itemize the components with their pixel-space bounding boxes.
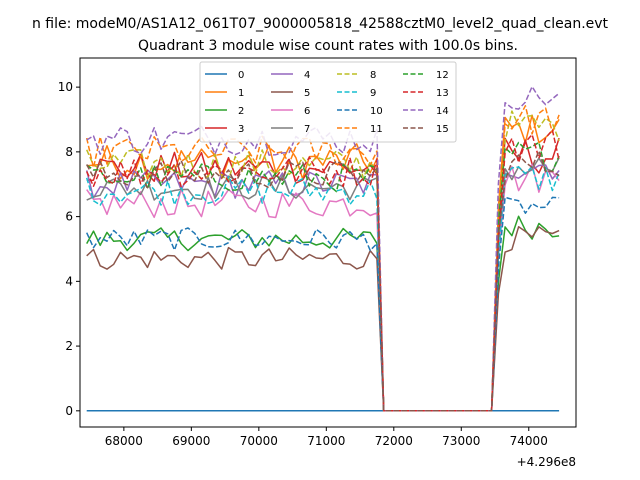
y-tick-label: 2 xyxy=(65,339,73,353)
x-tick-label: 68000 xyxy=(105,434,143,448)
legend-label-10: 10 xyxy=(370,106,383,117)
plot-frame xyxy=(79,57,577,428)
series-layer xyxy=(85,85,560,412)
legend-label-4: 4 xyxy=(304,70,310,81)
legend-label-6: 6 xyxy=(304,106,310,117)
legend-label-13: 13 xyxy=(436,88,449,99)
legend-label-1: 1 xyxy=(238,88,244,99)
y-tick-label: 4 xyxy=(65,274,73,288)
y-tick-label: 0 xyxy=(65,404,73,418)
legend-label-12: 12 xyxy=(436,70,449,81)
series-line-8 xyxy=(86,110,560,412)
y-tick-label: 10 xyxy=(58,80,73,94)
legend-label-2: 2 xyxy=(238,106,244,117)
legend-frame xyxy=(199,61,457,143)
legend-label-9: 9 xyxy=(370,88,376,99)
series-line-9 xyxy=(85,166,560,412)
legend-label-7: 7 xyxy=(304,124,310,135)
legend-label-5: 5 xyxy=(304,88,310,99)
x-tick-label: 72000 xyxy=(375,434,413,448)
x-tick-label: 73000 xyxy=(442,434,480,448)
x-tick-label: 71000 xyxy=(307,434,345,448)
y-axis: 0 2 4 6 8 10 xyxy=(58,80,80,418)
legend-label-15: 15 xyxy=(436,124,449,135)
legend-label-11: 11 xyxy=(370,124,383,135)
y-tick-label: 8 xyxy=(65,145,73,159)
x-tick-label: 74000 xyxy=(510,434,548,448)
x-offset-text: +4.296e8 xyxy=(517,455,576,469)
x-axis: 68000 69000 70000 71000 72000 73000 74000 xyxy=(105,427,548,448)
legend-label-0: 0 xyxy=(238,70,244,81)
legend-label-3: 3 xyxy=(238,124,244,135)
legend-label-14: 14 xyxy=(436,106,449,117)
x-tick-label: 69000 xyxy=(172,434,210,448)
series-line-15 xyxy=(86,150,560,412)
chart-title: Quadrant 3 module wise count rates with … xyxy=(138,38,518,54)
y-tick-label: 6 xyxy=(65,210,73,224)
suptitle: n file: modeM0/AS1A12_061T07_9000005818_… xyxy=(32,16,609,32)
legend-label-8: 8 xyxy=(370,70,376,81)
x-tick-label: 70000 xyxy=(240,434,278,448)
